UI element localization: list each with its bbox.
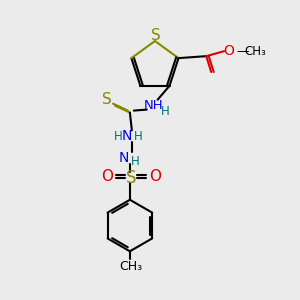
Text: S: S (102, 92, 112, 107)
Text: CH₃: CH₃ (119, 260, 142, 273)
Text: N: N (119, 151, 129, 165)
Text: S: S (151, 28, 161, 43)
Text: N: N (122, 129, 132, 143)
Text: H: H (161, 105, 170, 118)
Text: CH₃: CH₃ (244, 45, 266, 58)
Text: NH: NH (144, 99, 164, 112)
Text: H: H (134, 130, 142, 143)
Text: O: O (149, 169, 161, 184)
Text: —: — (237, 45, 249, 58)
Text: O: O (101, 169, 113, 184)
Text: H: H (130, 154, 139, 168)
Text: O: O (224, 44, 235, 58)
Text: H: H (114, 130, 122, 143)
Text: S: S (126, 169, 136, 187)
